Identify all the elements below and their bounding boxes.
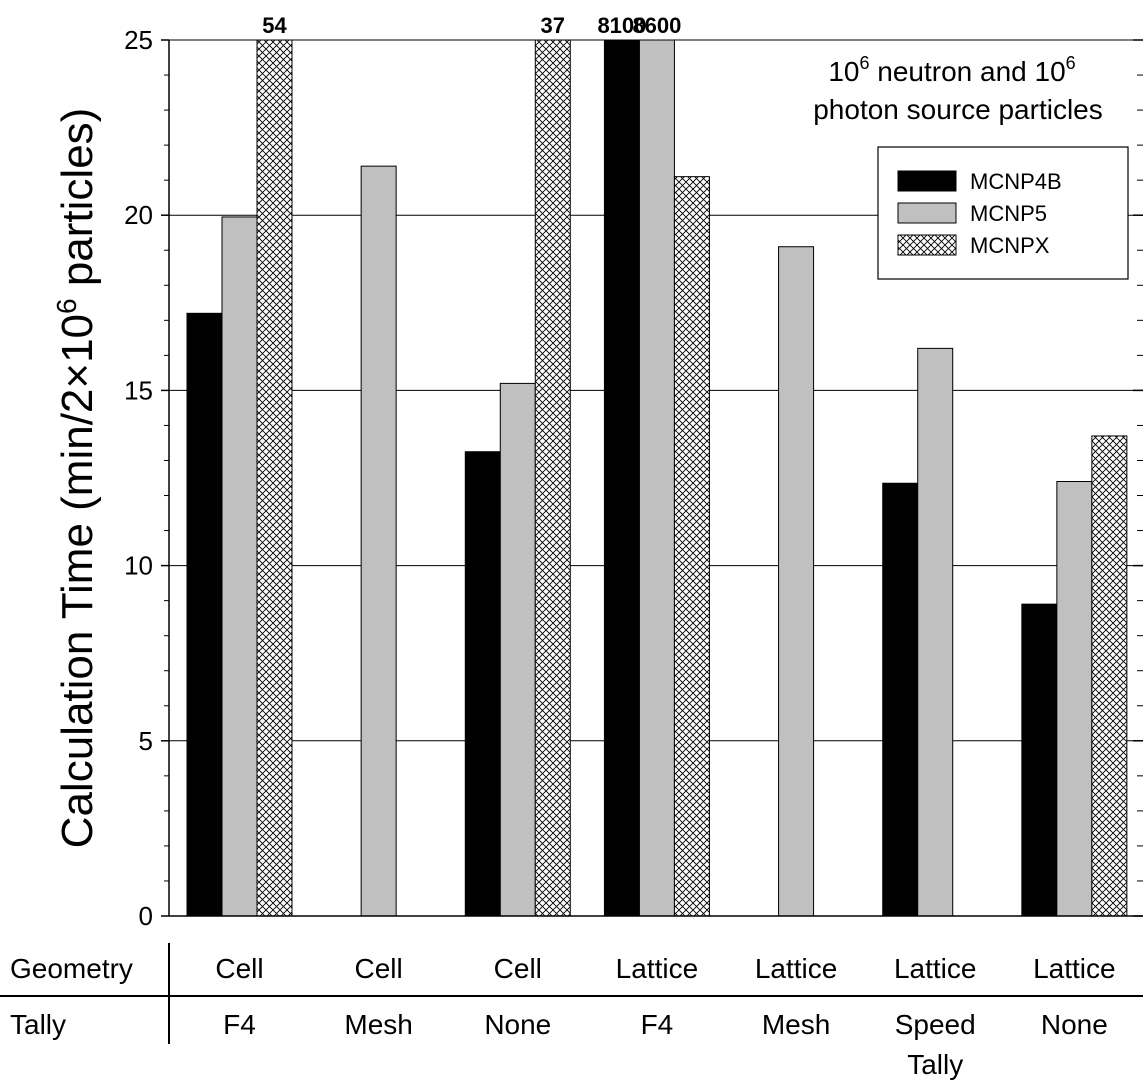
bars (186, 39, 1128, 917)
legend-label-mcnpx: MCNPX (970, 233, 1050, 258)
bar-mcnp5 (360, 165, 397, 917)
legend-swatch-mcnpx (897, 234, 957, 256)
category-table: Geometry Tally Cell F4 Cell Mesh Cell None Lat… (0, 943, 1143, 1080)
bar-mcnpx (673, 176, 710, 917)
legend-swatch-mcnp5 (897, 202, 957, 224)
bar-mcnpx (534, 39, 571, 917)
category-geometry-label: Lattice (1033, 953, 1116, 984)
row-header-tally: Tally (10, 1009, 66, 1040)
bar-mcnp4b (1021, 603, 1058, 917)
overflow-value-label: 8600 (632, 13, 681, 38)
category-geometry-label: Cell (494, 953, 542, 984)
legend-swatch-mcnp4b (897, 170, 957, 192)
bar-mcnpx (1091, 435, 1128, 917)
y-tick-label: 15 (124, 375, 153, 405)
y-tick-label: 0 (139, 901, 153, 931)
category-tally-label: None (1041, 1009, 1108, 1040)
category-tally-label: Speed (895, 1009, 976, 1040)
bar-mcnp4b (186, 312, 223, 917)
bar-mcnp5 (221, 216, 258, 917)
bar-mcnp5 (778, 246, 815, 917)
overflow-value-label: 8100 (597, 13, 646, 38)
legend-label-mcnp4b: MCNP4B (970, 169, 1062, 194)
category-tally-label: None (484, 1009, 551, 1040)
bar-mcnp5 (917, 347, 954, 917)
y-tick-label: 25 (124, 25, 153, 55)
y-tick-label: 20 (124, 200, 153, 230)
category-tally-label: Mesh (762, 1009, 830, 1040)
row-header-geometry: Geometry (10, 953, 133, 984)
y-tick-label: 10 (124, 551, 153, 581)
annotation-line-2: photon source particles (813, 94, 1103, 125)
category-tally-label: F4 (641, 1009, 674, 1040)
bar-mcnp4b (882, 482, 919, 917)
bar-mcnp5 (499, 382, 536, 917)
axes (161, 39, 1143, 917)
bar-mcnp5 (1056, 481, 1093, 917)
category-geometry-label: Lattice (894, 953, 977, 984)
category-tally-label: Mesh (344, 1009, 412, 1040)
category-geometry-label: Lattice (616, 953, 699, 984)
bar-mcnp4b (464, 451, 501, 917)
overflow-value-label: 54 (262, 13, 287, 38)
category-geometry-label: Cell (355, 953, 403, 984)
category-geometry-label: Cell (215, 953, 263, 984)
bar-mcnpx (256, 39, 293, 917)
bar-mcnp5 (638, 39, 675, 917)
y-axis-label: Calculation Time (min/2×106 particles) (51, 108, 102, 849)
legend: MCNP4B MCNP5 MCNPX (877, 146, 1129, 280)
annotation-line-1: 106 neutron and 106 (828, 53, 1075, 87)
y-tick-labels: 0 5 10 15 20 25 (124, 25, 153, 931)
bar-mcnp4b (603, 39, 640, 917)
overflow-value-label: 37 (541, 13, 565, 38)
legend-label-mcnp5: MCNP5 (970, 201, 1047, 226)
y-tick-label: 5 (139, 726, 153, 756)
category-tally-label: F4 (223, 1009, 256, 1040)
category-tally-label: Tally (907, 1049, 963, 1080)
category-geometry-label: Lattice (755, 953, 838, 984)
